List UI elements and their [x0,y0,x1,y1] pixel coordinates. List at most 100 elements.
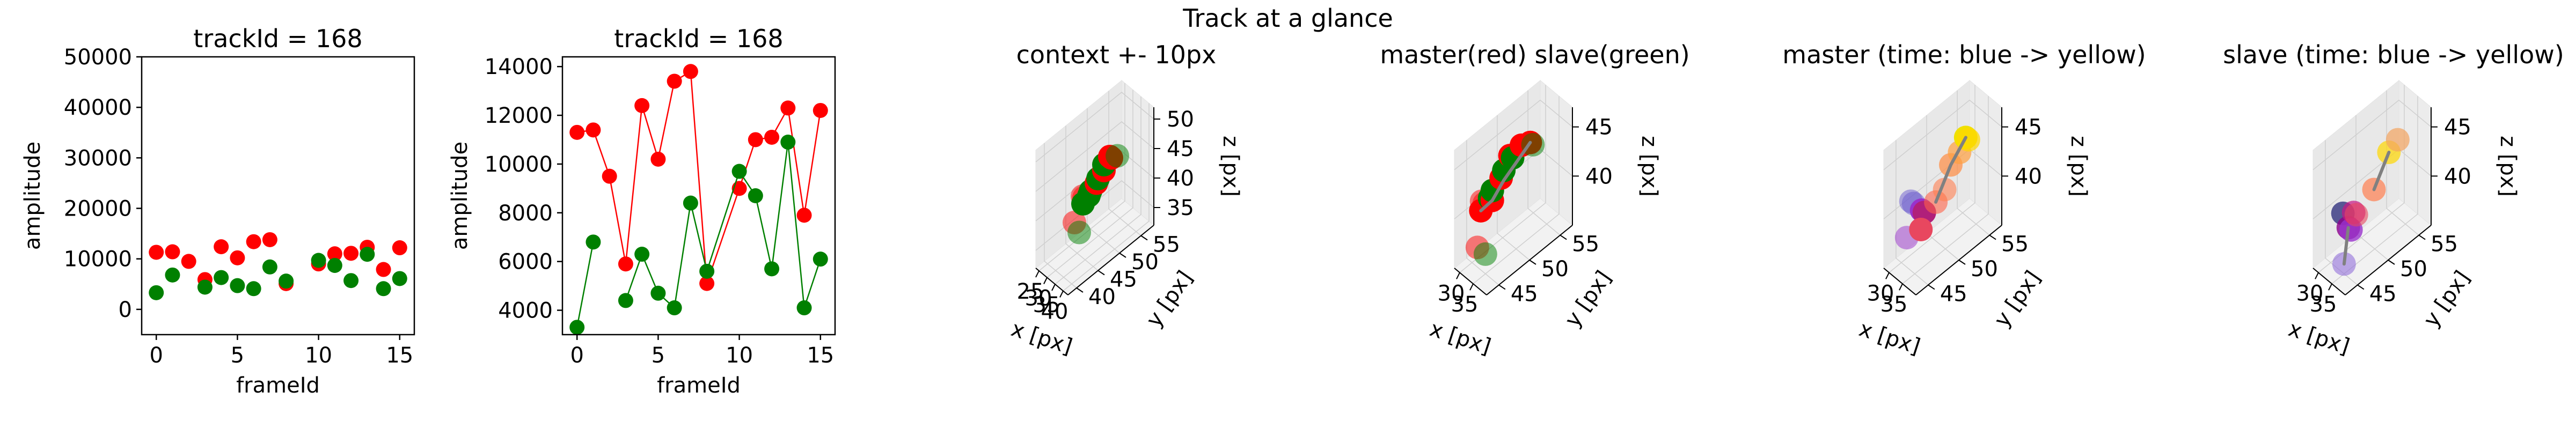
data-point [149,245,164,260]
data-point [149,285,164,300]
data-point [667,73,682,89]
chart-title: slave (time: blue -> yellow) [2223,40,2564,69]
data-point [634,247,650,262]
z-axis-label: z [px] [1637,136,1662,197]
y-tick-label: 45 [1110,268,1137,292]
chart-2d-1: trackId = 168 0 5 10 15 0 10000 20000 30000 40000… [20,24,415,398]
y-tick-label: 45 [1940,282,1967,306]
data-point [311,253,326,268]
data-point [764,129,780,145]
x-tick [1043,277,1048,284]
data-point [586,234,601,250]
grid-line [2325,140,2358,285]
data-point [699,263,715,279]
z-tick-label: 40 [1167,166,1194,191]
x-tick [1051,284,1056,291]
data-point [2344,203,2368,227]
y-tick [2418,234,2426,240]
grid-line [1497,115,1530,261]
y-tick [1989,234,1996,240]
y-tick-label: 10000 [485,152,553,177]
y-axis-label: amplitude [20,142,45,250]
data-point [279,273,294,289]
y-tick-label: 40000 [64,95,132,120]
data-point [327,246,342,262]
x-tick-label: 30 [2296,281,2324,306]
data-point [796,300,812,316]
y-tick [1958,260,1966,265]
x-tick-label: 30 [1867,281,1894,306]
data-point [246,281,261,297]
z-tick-label: 40 [2444,164,2471,189]
y-tick [1119,253,1126,258]
data-point [181,254,196,269]
data-point [618,256,633,272]
x-axis-label: frameId [236,373,320,398]
data-point [1521,132,1545,157]
data-point [764,261,780,277]
z-tick-label: 50 [1167,107,1194,132]
grid-line [1473,96,1560,284]
y-axis-label: amplitude [448,142,472,250]
y-tick [1928,284,1935,290]
grid-line [1046,90,1133,278]
data-point [650,151,666,167]
y-tick [2388,260,2395,265]
y-tick [1140,235,1148,241]
y-tick-label: 50 [1971,257,1998,282]
data-point [618,293,633,308]
y-tick-label: 12000 [485,103,553,128]
data-point [1106,144,1129,168]
data-point [165,244,180,260]
x-tick-label: 5 [652,343,665,368]
z-tick-label: 35 [1167,196,1194,220]
data-point [813,102,828,118]
grid-line [1055,97,1141,285]
grid-line [2331,96,2418,284]
x-tick [2315,272,2319,279]
x-axis-line [1035,268,1069,295]
y-tick-label: 8000 [498,201,553,226]
z-tick-label: 40 [2015,164,2042,189]
x-tick [1059,291,1064,298]
data-point [683,64,698,79]
grid-line [1883,99,2002,171]
data-point [780,100,796,116]
y-tick-label: 55 [1153,233,1180,257]
chart-title: context +- 10px [1016,40,1217,69]
grid-line [1466,140,1499,285]
z-tick-label: 45 [1167,137,1194,161]
grid-line [1065,125,1099,271]
data-point [683,195,698,211]
x-tick-label: 15 [386,343,413,368]
data-point [262,259,277,275]
y-tick-label: 45 [1511,282,1538,306]
data-point [392,240,407,256]
grid-line [1454,99,1573,171]
trajectory-line [2372,151,2391,191]
data-point [731,164,747,179]
y-tick-label: 4000 [498,299,553,323]
x-axis-label: frameId [657,373,741,398]
x-tick-label: 15 [807,343,834,368]
y-tick-label: 50 [2400,257,2427,282]
data-point [376,281,391,297]
data-point [569,320,585,335]
data-point [2385,128,2410,152]
x-tick-label: 35 [1033,293,1060,317]
z-tick-label: 45 [2444,115,2471,140]
x-tick-label: 0 [149,343,163,368]
y-tick [1498,284,1506,290]
data-point [343,246,359,261]
y-tick [2357,284,2365,290]
grid-line [1038,83,1125,271]
data-point [1909,217,1933,241]
x-tick-label: 25 [1017,279,1044,304]
data-point [699,276,715,291]
chart-title: trackId = 168 [193,24,362,53]
y-tick-label: 45 [2369,282,2397,306]
y-tick-label: 55 [2001,232,2029,257]
x-tick-label: 0 [570,343,583,368]
